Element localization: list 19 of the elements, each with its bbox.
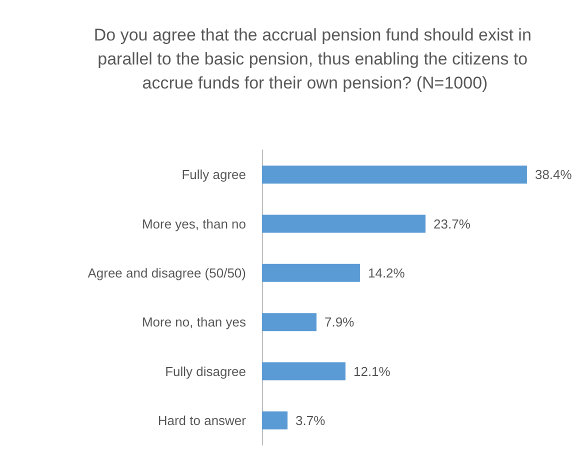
bar — [262, 362, 346, 380]
bar — [262, 264, 360, 282]
data-label: 3.7% — [296, 412, 326, 428]
y-tick-label: Agree and disagree (50/50) — [88, 265, 246, 280]
bar — [262, 214, 426, 233]
data-label: 7.9% — [324, 314, 355, 330]
chart-title: Do you agree that the accrual pension fund should exist in parallel to the basic pension, thus enabling the citizens to accrue funds for their own pension? (N=1000) — [94, 26, 536, 92]
bar — [262, 411, 288, 430]
bar — [262, 313, 317, 332]
y-tick-label: More no, than yes — [142, 314, 246, 330]
y-tick-label: Fully disagree — [165, 364, 246, 379]
data-label: 12.1% — [353, 364, 391, 379]
data-label: 23.7% — [434, 216, 471, 232]
data-label: 38.4% — [534, 167, 572, 182]
data-label: 14.2% — [368, 265, 406, 280]
y-tick-label: Fully agree — [182, 167, 246, 182]
y-tick-label: Hard to answer — [158, 412, 247, 428]
y-tick-label: More yes, than no — [142, 216, 246, 232]
bar — [262, 166, 527, 184]
